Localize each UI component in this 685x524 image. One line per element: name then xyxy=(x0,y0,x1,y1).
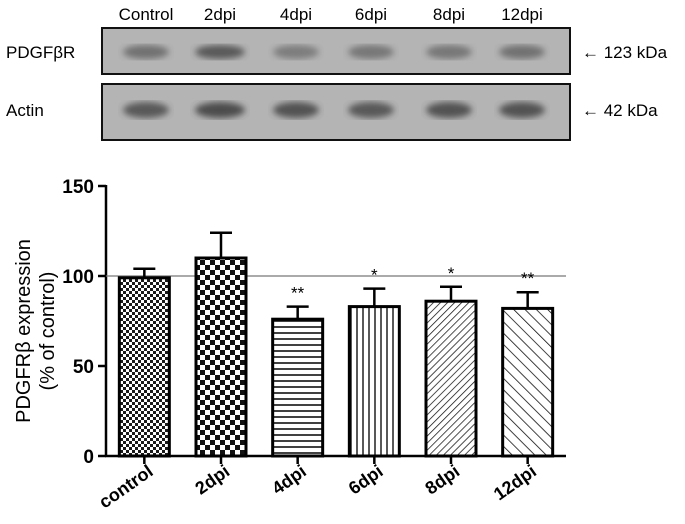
blot-band xyxy=(348,102,394,118)
blot-lane-label: 6dpi xyxy=(355,5,387,24)
blot-lane-label: Control xyxy=(119,5,174,24)
molecular-weight-marker: ← 42 kDa xyxy=(582,101,658,120)
blot-lane-label: 12dpi xyxy=(501,5,543,24)
bar-2dpi xyxy=(194,256,248,458)
blot-texture xyxy=(103,29,569,73)
y-tick-label: 150 xyxy=(62,177,94,198)
x-tick-label: 12dpi xyxy=(490,461,540,504)
blot-texture xyxy=(103,85,569,139)
blot-lane-label: 8dpi xyxy=(433,5,465,24)
y-tick-label: 100 xyxy=(62,267,94,288)
y-axis-label-line2: (% of control) xyxy=(37,272,59,391)
significance-marker: ** xyxy=(291,284,305,303)
blot-band xyxy=(195,102,245,118)
blot-band xyxy=(273,102,319,118)
blot-band xyxy=(123,102,169,118)
significance-marker: * xyxy=(371,266,378,285)
blot-band xyxy=(499,102,545,118)
blot-band xyxy=(195,45,245,59)
blot-band xyxy=(123,45,169,59)
x-tick-label: 8dpi xyxy=(422,461,464,499)
y-tick-label: 50 xyxy=(73,357,94,378)
significance-marker: ** xyxy=(521,269,535,288)
blot-band xyxy=(426,45,472,59)
blot-band xyxy=(499,45,545,59)
molecular-weight-marker: ← 123 kDa xyxy=(582,43,668,62)
y-tick-label: 0 xyxy=(83,447,94,468)
x-tick-label: 2dpi xyxy=(192,461,234,499)
blot-band xyxy=(273,45,319,59)
significance-marker: * xyxy=(448,264,455,283)
blot-band xyxy=(348,45,394,59)
blot-row-label: PDGFβR xyxy=(6,43,75,62)
bar-6dpi xyxy=(347,305,401,458)
bar-12dpi xyxy=(501,306,555,458)
x-tick-label: 6dpi xyxy=(345,461,387,499)
y-axis-label: PDGFRβ expression (% of control) xyxy=(13,239,59,423)
bar-4dpi xyxy=(271,317,325,458)
western-blot-panel: Control 2dpi 4dpi 6dpi 8dpi 12dpi PDGFβR ← 123 … xyxy=(6,5,668,141)
bar-chart: 0 50 100 150 PDGFRβ expression (% of control)… xyxy=(13,177,566,512)
x-tick-label: control xyxy=(95,461,156,512)
blot-row-label: Actin xyxy=(6,101,44,120)
x-tick-label: 4dpi xyxy=(268,461,310,499)
blot-band xyxy=(426,102,472,118)
bar-control xyxy=(117,276,171,458)
y-axis-label-line1: PDGFRβ expression xyxy=(13,239,35,423)
blot-lane-label: 4dpi xyxy=(280,5,312,24)
bar-8dpi xyxy=(424,299,478,458)
blot-lane-label: 2dpi xyxy=(204,5,236,24)
